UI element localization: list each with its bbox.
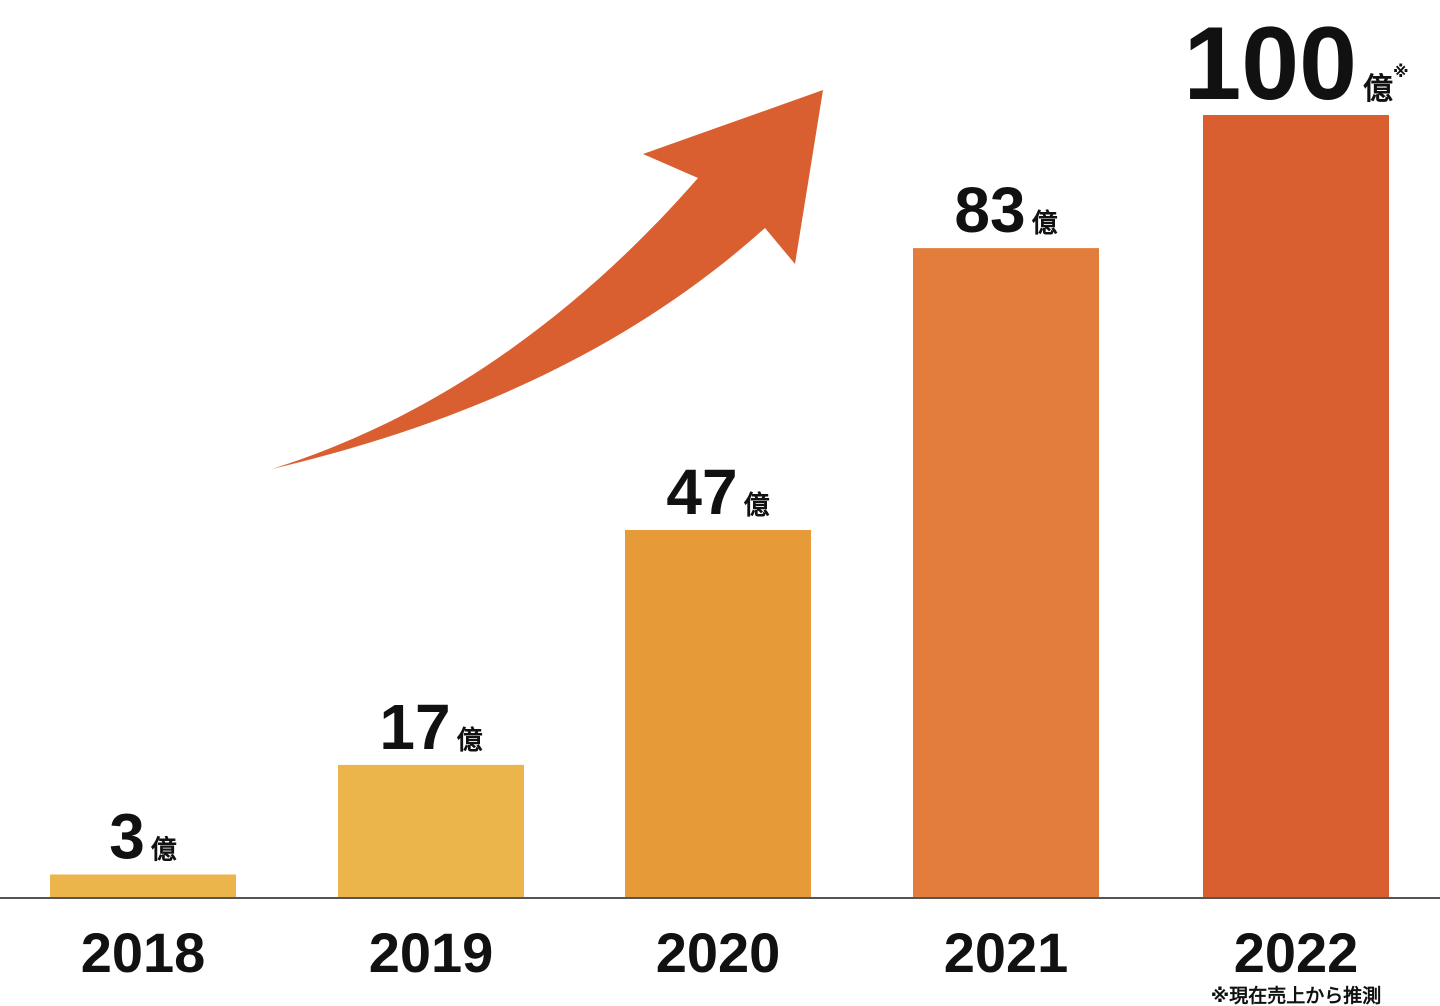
value-label-2019: 17 億 <box>379 691 482 763</box>
value-unit: 億 <box>1363 72 1393 107</box>
x-tick-label-2022: 2022 <box>1234 921 1359 984</box>
value-number: 17 <box>379 691 450 763</box>
x-tick-label-2019: 2019 <box>369 921 494 984</box>
value-number: 83 <box>954 174 1025 246</box>
bar-2022 <box>1203 115 1389 898</box>
value-label-2020: 47 億 <box>666 456 769 528</box>
x-tick-label-2018: 2018 <box>81 921 206 984</box>
value-number: 3 <box>109 801 145 873</box>
footnote-2022: ※現在売上から推測 <box>1211 984 1381 1006</box>
value-unit: 億 <box>744 491 770 521</box>
bar-2018 <box>50 874 236 898</box>
x-tick-label-2021: 2021 <box>944 921 1069 984</box>
value-label-2021: 83 億 <box>954 174 1057 246</box>
value-label-2022: 100 億※ <box>1183 6 1408 122</box>
value-unit: 億 <box>457 726 483 756</box>
bar-2019 <box>338 764 524 898</box>
value-number: 100 <box>1183 6 1357 122</box>
bar-2021 <box>913 248 1099 899</box>
bar-2020 <box>625 529 811 898</box>
x-tick-label-2020: 2020 <box>656 921 781 984</box>
growth-arrow <box>272 90 823 469</box>
value-unit: 億 <box>1032 209 1058 239</box>
value-note-mark: ※ <box>1393 62 1409 81</box>
bars-layer <box>50 115 1389 899</box>
value-number: 47 <box>666 456 737 528</box>
value-unit: 億 <box>151 836 177 866</box>
